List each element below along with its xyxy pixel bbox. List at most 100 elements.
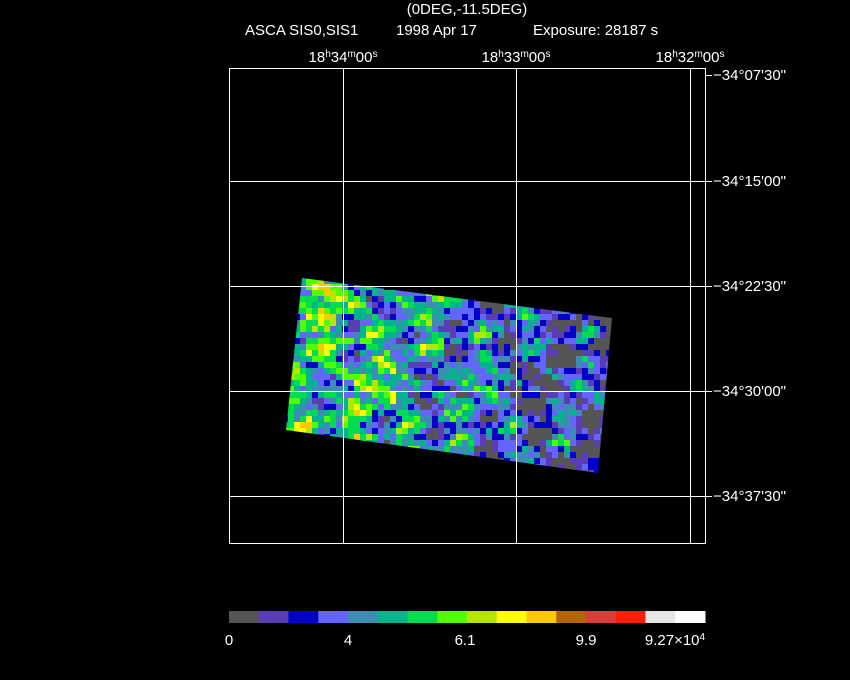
image-pixel [492, 392, 498, 398]
image-pixel [414, 428, 420, 434]
image-pixel [492, 422, 498, 428]
image-pixel [438, 362, 444, 368]
image-pixel [408, 410, 414, 416]
image-pixel [402, 314, 408, 320]
image-pixel [540, 446, 546, 452]
image-pixel [474, 362, 480, 368]
image-pixel [384, 368, 390, 374]
image-pixel [300, 338, 306, 344]
image-pixel [300, 314, 306, 320]
image-pixel [330, 386, 336, 392]
image-pixel [390, 296, 396, 302]
image-pixel [564, 416, 570, 422]
image-pixel [330, 422, 336, 428]
text-segment: 18 [656, 49, 673, 66]
image-pixel [414, 350, 420, 356]
image-pixel [528, 386, 534, 392]
image-pixel [426, 374, 432, 380]
image-pixel [492, 326, 498, 332]
text-segment: 0 [225, 632, 233, 649]
date: 1998 Apr 17 [396, 22, 477, 39]
image-pixel [600, 368, 606, 374]
image-pixel [564, 422, 570, 428]
image-pixel [294, 386, 300, 392]
image-pixel [576, 440, 582, 446]
image-pixel [426, 368, 432, 374]
image-pixel [582, 374, 588, 380]
image-pixel [576, 446, 582, 452]
image-pixel [600, 314, 606, 320]
image-pixel [426, 332, 432, 338]
image-pixel [372, 368, 378, 374]
text-segment: 34 [331, 49, 348, 66]
image-pixel [576, 458, 582, 464]
image-pixel [516, 338, 522, 344]
image-pixel [324, 362, 330, 368]
image-pixel [312, 320, 318, 326]
image-pixel [348, 392, 354, 398]
instrument: ASCA SIS0,SIS1 [245, 22, 358, 39]
image-pixel [546, 416, 552, 422]
image-pixel [486, 446, 492, 452]
image-pixel [414, 392, 420, 398]
image-pixel [558, 404, 564, 410]
image-pixel [582, 314, 588, 320]
image-pixel [504, 374, 510, 380]
image-pixel [552, 398, 558, 404]
image-pixel [486, 452, 492, 458]
image-pixel [402, 410, 408, 416]
image-pixel [498, 410, 504, 416]
image-pixel [588, 362, 594, 368]
image-pixel [438, 410, 444, 416]
image-pixel [432, 398, 438, 404]
image-pixel [396, 320, 402, 326]
image-pixel [366, 410, 372, 416]
image-pixel [504, 362, 510, 368]
image-pixel [408, 356, 414, 362]
image-pixel [462, 374, 468, 380]
image-pixel [588, 350, 594, 356]
image-pixel [420, 422, 426, 428]
image-pixel [396, 440, 402, 446]
image-pixel [384, 356, 390, 362]
image-pixel [312, 326, 318, 332]
image-pixel [468, 320, 474, 326]
image-pixel [564, 452, 570, 458]
image-pixel [312, 422, 318, 428]
image-pixel [294, 368, 300, 374]
image-pixel [438, 368, 444, 374]
colorbar-swatch [615, 611, 646, 623]
image-pixel [360, 368, 366, 374]
image-pixel [498, 398, 504, 404]
image-pixel [456, 368, 462, 374]
image-pixel [462, 392, 468, 398]
image-pixel [408, 290, 414, 296]
image-pixel [504, 368, 510, 374]
image-pixel [492, 452, 498, 458]
image-pixel [546, 398, 552, 404]
image-pixel [306, 302, 312, 308]
image-pixel [408, 392, 414, 398]
image-pixel [570, 350, 576, 356]
image-pixel [420, 320, 426, 326]
image-pixel [378, 338, 384, 344]
image-pixel [378, 362, 384, 368]
image-pixel [546, 440, 552, 446]
image-pixel [594, 362, 600, 368]
image-pixel [294, 344, 300, 350]
image-pixel [390, 362, 396, 368]
colorbar-swatch [496, 611, 527, 623]
image-pixel [492, 356, 498, 362]
image-pixel [366, 380, 372, 386]
image-pixel [588, 380, 594, 386]
image-pixel [576, 374, 582, 380]
image-pixel [354, 320, 360, 326]
image-pixel [336, 314, 342, 320]
image-pixel [402, 338, 408, 344]
image-pixel [336, 374, 342, 380]
image-pixel [318, 422, 324, 428]
image-pixel [342, 416, 348, 422]
image-pixel [336, 320, 342, 326]
image-pixel [324, 368, 330, 374]
